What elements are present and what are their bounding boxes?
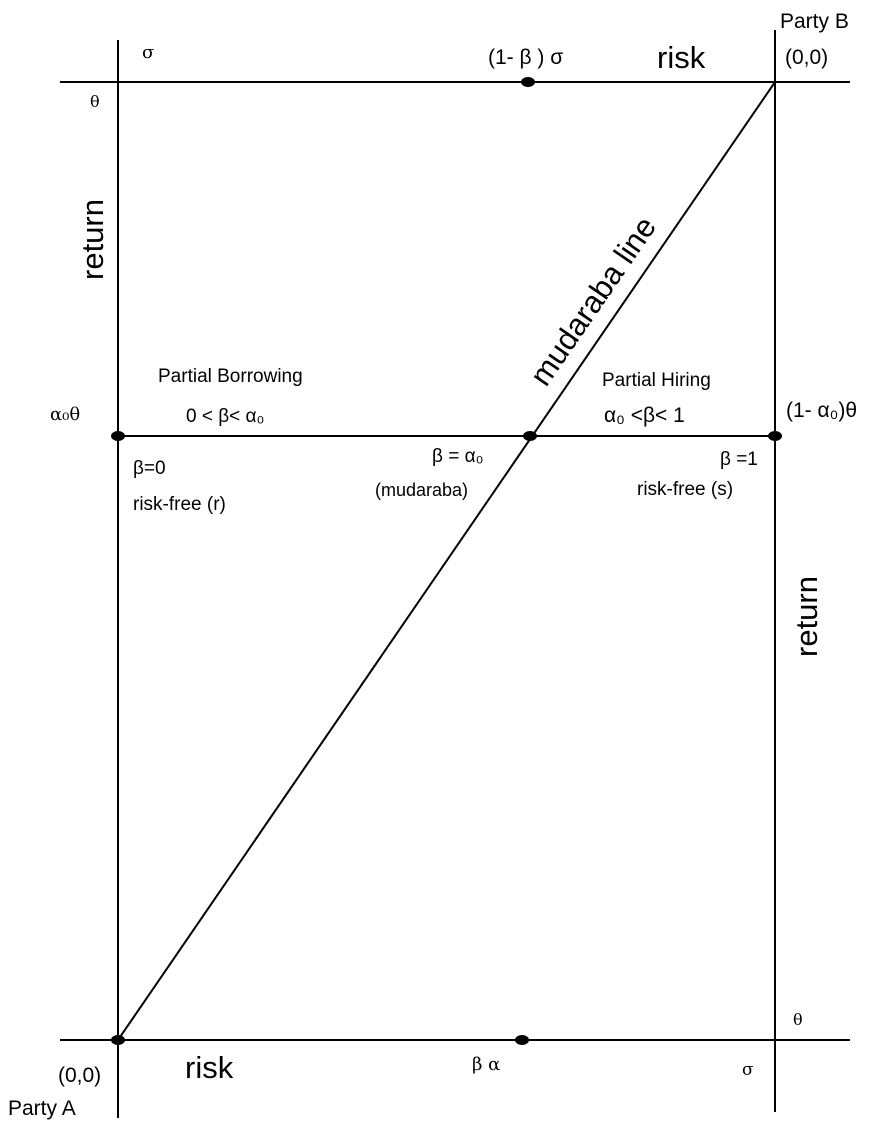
partial-borrowing-range: 0 < β< α₀ bbox=[186, 406, 264, 427]
beta-one-label: β =1 bbox=[720, 449, 758, 470]
origin-a-point bbox=[111, 1035, 125, 1045]
mudaraba-line-label: mudaraba line bbox=[523, 210, 663, 392]
partial-hiring-title: Partial Hiring bbox=[602, 370, 711, 391]
party-a-origin: (0,0) bbox=[58, 1064, 101, 1087]
partial-borrowing-title: Partial Borrowing bbox=[158, 366, 303, 387]
party-b-label: Party B bbox=[780, 10, 849, 33]
center-point bbox=[523, 431, 537, 441]
partial-hiring-range: α₀ <β< 1 bbox=[604, 404, 685, 427]
party-a-label: Party A bbox=[8, 1097, 76, 1120]
top-midpoint-label: (1- β ) σ bbox=[488, 46, 563, 69]
party-b-origin: (0,0) bbox=[785, 46, 828, 69]
mudaraba-point-label: (mudaraba) bbox=[375, 480, 468, 500]
right-point bbox=[768, 431, 782, 441]
left-theta: θ bbox=[90, 92, 100, 111]
bottom-mid-point bbox=[515, 1035, 529, 1045]
alpha-theta-label: α₀θ bbox=[50, 404, 80, 425]
bottom-theta: θ bbox=[793, 1010, 803, 1029]
bottom-sigma: σ bbox=[742, 1060, 754, 1080]
top-risk-label: risk bbox=[657, 40, 706, 75]
bottom-midpoint-label: β α bbox=[472, 1054, 500, 1075]
left-point bbox=[111, 431, 125, 441]
right-return-label: return bbox=[789, 576, 824, 657]
mudaraba-line bbox=[117, 81, 776, 1041]
top-mid-point bbox=[521, 77, 535, 87]
top-sigma: σ bbox=[142, 42, 154, 63]
bottom-risk-label: risk bbox=[185, 1050, 234, 1085]
left-return-label: return bbox=[75, 199, 110, 280]
beta-zero-label: β=0 bbox=[133, 458, 166, 479]
risk-free-r-label: risk-free (r) bbox=[133, 494, 226, 515]
one-minus-alpha-theta-label: (1- α₀)θ bbox=[786, 399, 857, 422]
beta-alpha-label: β = α₀ bbox=[432, 446, 483, 467]
risk-free-s-label: risk-free (s) bbox=[637, 479, 733, 500]
